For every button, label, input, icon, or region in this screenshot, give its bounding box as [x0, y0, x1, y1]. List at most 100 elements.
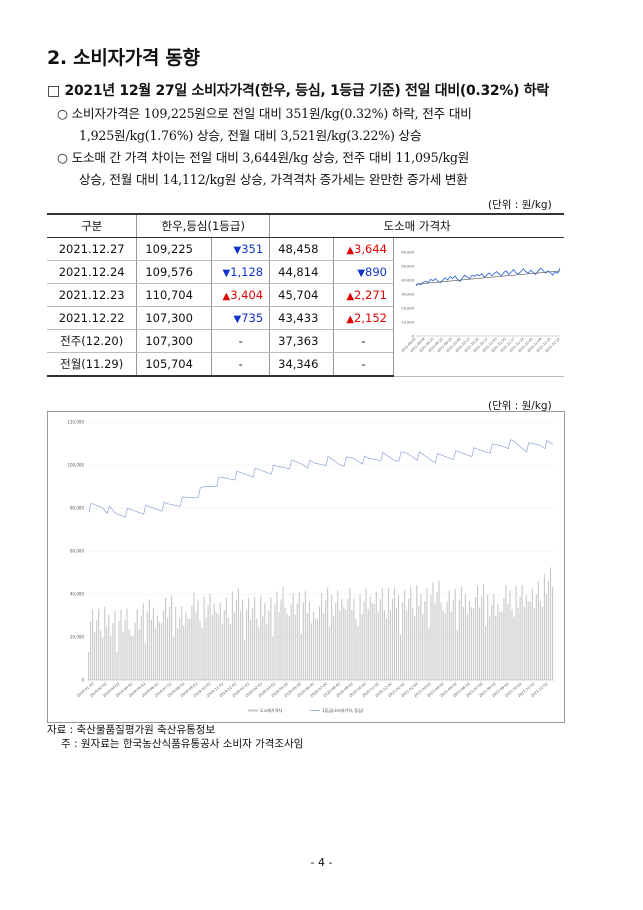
table-row: 2021.12.22 107,300 ▼735 43,433 ▲2,152 — [47, 306, 564, 330]
gap-bar — [420, 594, 422, 680]
gap-bar — [438, 580, 440, 680]
gap-bar — [462, 606, 464, 680]
gap-bar — [154, 628, 156, 680]
gap-bar — [235, 600, 238, 680]
gap-bar — [377, 611, 379, 680]
gap-bar — [533, 607, 535, 680]
gap-bar — [246, 609, 248, 680]
gap-bar — [517, 607, 519, 680]
gap-bar — [298, 592, 300, 680]
gap-bar — [323, 613, 325, 680]
header-category: 구분 — [47, 213, 137, 238]
gap-bar — [252, 608, 254, 680]
row-label: 전주(12.20) — [47, 329, 137, 353]
gap-bar — [290, 604, 292, 680]
gap-bar — [185, 612, 187, 680]
gap-bar — [308, 601, 310, 680]
gap-bar — [152, 607, 154, 680]
gap-bar — [343, 607, 345, 680]
inset-y-tick-label: 10,000 — [401, 321, 414, 325]
gap-bar — [225, 597, 227, 680]
gap-bar — [452, 600, 454, 680]
gap-bar — [116, 651, 118, 680]
gap-bar — [523, 606, 525, 680]
gap-bar — [258, 626, 260, 680]
gap-bar — [175, 606, 177, 680]
gap-bar — [102, 638, 104, 680]
gap-bar — [191, 605, 193, 680]
inset-y-tick-label: 40,000 — [401, 279, 414, 283]
gap-bar — [371, 603, 373, 680]
y-tick-label: 0 — [81, 678, 84, 683]
gap-bar — [428, 627, 430, 680]
gap-change: - — [333, 329, 394, 353]
gap-bar — [547, 580, 550, 680]
gap-bar — [466, 613, 468, 680]
gap-bar — [497, 604, 499, 680]
gap-bar — [312, 611, 315, 680]
consumer-price: 109,225 — [136, 237, 212, 261]
gap-bar — [404, 589, 406, 680]
gap-bar — [144, 643, 146, 680]
gap-bar — [414, 615, 416, 680]
gap-bar — [142, 603, 144, 680]
gap-change: ▲2,271 — [333, 283, 394, 307]
gap-bar — [539, 601, 541, 680]
gap-bar — [112, 623, 114, 680]
gap-bar — [217, 614, 219, 680]
gap-bar — [373, 604, 375, 680]
gap-bar — [239, 610, 242, 680]
price-gap: 44,814 — [269, 260, 334, 284]
gap-bar — [412, 608, 414, 680]
row-label: 2021.12.24 — [47, 260, 137, 284]
gap-bar — [94, 631, 96, 680]
gap-bar — [268, 610, 270, 680]
price-change: - — [211, 329, 270, 353]
gap-bar — [237, 588, 240, 680]
gap-bar — [446, 601, 448, 680]
gap-bar — [96, 620, 98, 680]
consumer-price: 109,576 — [136, 260, 212, 284]
gap-bar — [90, 621, 92, 680]
gap-bar — [296, 603, 298, 680]
gap-bar — [507, 603, 509, 680]
gap-bar — [436, 592, 438, 680]
gap-bar — [241, 599, 244, 680]
gap-bar — [545, 594, 548, 680]
gap-bar — [422, 614, 424, 680]
gap-bar — [256, 618, 258, 680]
inset-trendline — [415, 270, 560, 285]
legend-label-line: 1등급(소비자가격, 등심) — [322, 707, 364, 713]
bullet-1-line-1: ○ 소비자가격은 109,225원으로 전일 대비 351원/kg(0.32%)… — [57, 106, 472, 121]
gap-bar — [266, 623, 268, 680]
gap-bar — [282, 586, 284, 680]
gap-bar — [169, 606, 171, 680]
gap-bar — [349, 587, 351, 680]
gap-bar — [329, 627, 331, 680]
main-chart-frame: 120,000 100,000 80,000 60,000 40,000 20,000 0 2… — [47, 411, 565, 723]
inset-chart-cell: 60,000 50,000 40,000 30,000 20,000 10,000 0 202… — [392, 237, 564, 377]
gap-bar — [195, 612, 197, 680]
gap-bar — [460, 586, 462, 680]
down-triangle-icon: ▼ — [357, 268, 366, 279]
price-change: - — [211, 352, 270, 377]
gap-bar — [479, 607, 481, 680]
gap-bar — [406, 610, 408, 680]
gap-bar — [456, 630, 458, 680]
gap-bar — [248, 598, 250, 680]
gap-bar — [146, 611, 148, 680]
gap-bar — [495, 615, 497, 680]
gap-bar — [355, 619, 357, 680]
gap-bar — [276, 591, 278, 680]
gap-bar — [223, 610, 225, 680]
table-unit: (단위 : 원/kg) — [488, 199, 552, 211]
gap-bar — [491, 605, 493, 680]
gap-bar — [493, 593, 495, 680]
gap-bar — [227, 617, 229, 680]
gap-bar — [304, 591, 306, 680]
gap-bar — [197, 600, 199, 680]
down-triangle-icon: ▼ — [233, 245, 242, 256]
gap-bar — [402, 602, 404, 680]
gap-bar — [432, 582, 434, 680]
gap-bar — [353, 598, 355, 680]
